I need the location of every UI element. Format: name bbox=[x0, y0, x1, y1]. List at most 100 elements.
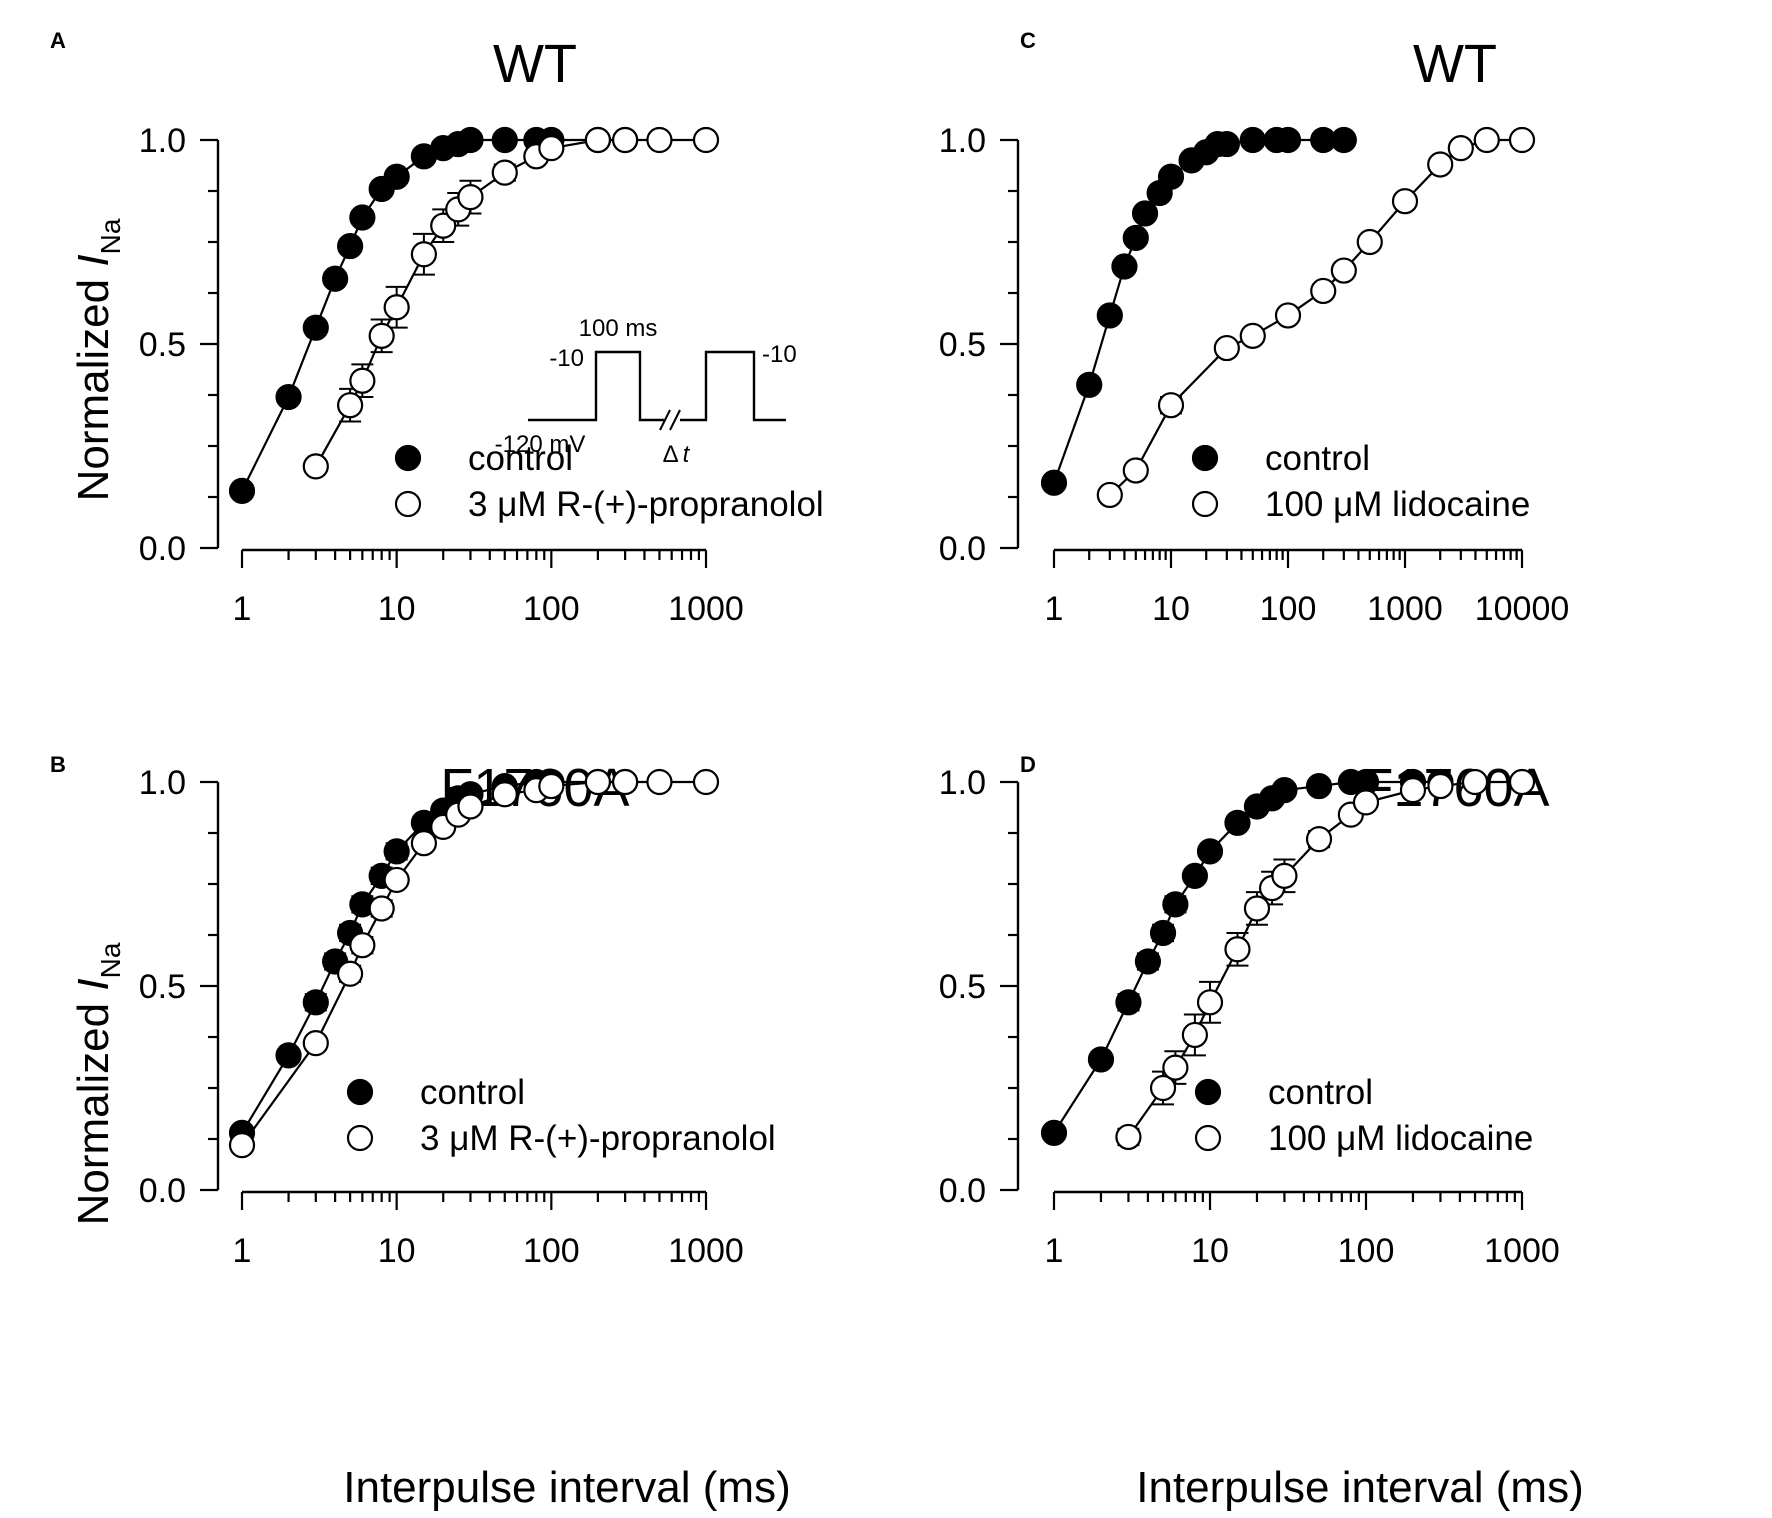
drug-point bbox=[1352, 789, 1380, 816]
legend-marker bbox=[1191, 444, 1219, 472]
panel-letter-a: A bbox=[50, 28, 66, 53]
legend-marker bbox=[346, 1078, 374, 1106]
x-tick-label: 100 bbox=[1260, 590, 1317, 628]
drug-point bbox=[337, 392, 364, 419]
panel-letter-d: D bbox=[1020, 752, 1036, 777]
y-title-italic: I bbox=[69, 254, 118, 266]
drug-point bbox=[1271, 862, 1298, 889]
drug-point bbox=[1239, 322, 1266, 349]
y-tick-label: 1.0 bbox=[139, 764, 186, 802]
y-axis-title-bottom: Normalized INa bbox=[69, 942, 126, 1225]
drug-point bbox=[410, 241, 438, 268]
inset-holding-label: -120 mV bbox=[495, 431, 586, 458]
panel-title-c: WT bbox=[1413, 34, 1497, 94]
y-title-subscript: Na bbox=[95, 218, 126, 254]
y-tick-label: 1.0 bbox=[939, 122, 986, 160]
drug-point bbox=[1427, 772, 1454, 800]
x-tick-label: 100 bbox=[523, 1232, 580, 1270]
x-tick-label: 1000 bbox=[668, 590, 744, 628]
drug-point bbox=[538, 772, 565, 800]
control-point bbox=[1305, 772, 1333, 800]
drug-point bbox=[1461, 768, 1489, 796]
legend-label: control bbox=[468, 439, 573, 478]
control-point bbox=[491, 126, 518, 154]
y-title-prefix: Normalized bbox=[69, 267, 118, 502]
x-tick-label: 10 bbox=[378, 590, 416, 628]
y-tick-label: 0.0 bbox=[939, 530, 986, 568]
drug-point bbox=[1399, 777, 1427, 804]
drug-point bbox=[1310, 277, 1337, 305]
legend-label: control bbox=[1265, 439, 1370, 478]
svg-text:Normalized INa: Normalized INa bbox=[69, 942, 126, 1225]
legend-marker bbox=[394, 444, 422, 472]
drug-point bbox=[1305, 826, 1333, 853]
legend-marker bbox=[1194, 1078, 1222, 1106]
drug-point bbox=[491, 159, 518, 186]
drug-point bbox=[349, 367, 376, 394]
drug-point bbox=[1122, 457, 1149, 484]
drug-point bbox=[1157, 392, 1185, 419]
legend-marker bbox=[1191, 490, 1219, 518]
break-mark bbox=[669, 409, 681, 431]
legend-label: control bbox=[420, 1073, 525, 1112]
control-point bbox=[383, 838, 410, 865]
drug-point bbox=[228, 1132, 256, 1159]
control-point bbox=[1087, 1046, 1115, 1073]
control-point bbox=[1239, 126, 1266, 154]
drug-point bbox=[1196, 989, 1224, 1016]
x-tick-label: 1 bbox=[233, 590, 252, 628]
x-tick-label: 1 bbox=[233, 1232, 252, 1270]
y-title-italic: I bbox=[69, 978, 118, 990]
legend-label: 100 μM lidocaine bbox=[1268, 1119, 1533, 1158]
legend-label: control bbox=[1268, 1073, 1373, 1112]
x-tick-label: 10 bbox=[1191, 1232, 1229, 1270]
x-tick-label: 1000 bbox=[1484, 1232, 1560, 1270]
pulse-trace-2 bbox=[680, 350, 786, 422]
x-tick-label: 10 bbox=[378, 1232, 416, 1270]
control-point bbox=[1224, 809, 1251, 836]
x-tick-label: 10000 bbox=[1475, 590, 1570, 628]
legend-marker bbox=[394, 490, 422, 518]
break-mark bbox=[659, 409, 671, 431]
drug-point bbox=[1213, 334, 1240, 362]
drug-point bbox=[1149, 1074, 1177, 1102]
control-point bbox=[1131, 200, 1159, 227]
svg-text:Normalized INa: Normalized INa bbox=[69, 218, 126, 501]
drug-point bbox=[457, 184, 484, 211]
drug-point bbox=[1330, 257, 1357, 284]
control-point bbox=[1157, 163, 1185, 190]
y-axis-title-top: Normalized INa bbox=[69, 218, 126, 501]
drug-point bbox=[1427, 151, 1454, 178]
drug-point bbox=[646, 768, 673, 796]
y-tick-label: 1.0 bbox=[139, 122, 186, 160]
drug-point bbox=[410, 830, 438, 857]
x-axis-title-left: Interpulse interval (ms) bbox=[343, 1463, 790, 1512]
drug-point bbox=[584, 768, 611, 796]
drug-point bbox=[584, 126, 611, 154]
control-point bbox=[1122, 224, 1149, 252]
control-point bbox=[1181, 862, 1208, 889]
drug-point bbox=[383, 294, 410, 321]
control-point bbox=[302, 989, 329, 1016]
legend-label: 100 μM lidocaine bbox=[1265, 485, 1530, 524]
pulse-trace-1 bbox=[528, 350, 664, 422]
x-tick-label: 1000 bbox=[668, 1232, 744, 1270]
inset-pulse-label: 100 ms bbox=[579, 315, 658, 342]
control-point bbox=[1274, 126, 1302, 154]
legend-label: 3 μM R-(+)-propranolol bbox=[420, 1119, 776, 1158]
control-point bbox=[1330, 126, 1357, 154]
panel-title-a: WT bbox=[493, 34, 577, 94]
control-point bbox=[1271, 777, 1298, 804]
control-point bbox=[1196, 838, 1224, 865]
y-tick-label: 0.5 bbox=[939, 968, 986, 1006]
inset-step-left: -10 bbox=[549, 345, 584, 372]
drug-point bbox=[1162, 1054, 1189, 1081]
drug-point bbox=[612, 126, 639, 154]
y-title-subscript: Na bbox=[95, 942, 126, 978]
panel-d: 0.0 0.5 1.0 1 10 100 1000 control 100 μM lidocai… bbox=[939, 764, 1560, 1270]
control-point bbox=[275, 383, 302, 411]
drug-point bbox=[1447, 135, 1474, 162]
inset-delta-symbol: Δ bbox=[663, 441, 679, 468]
